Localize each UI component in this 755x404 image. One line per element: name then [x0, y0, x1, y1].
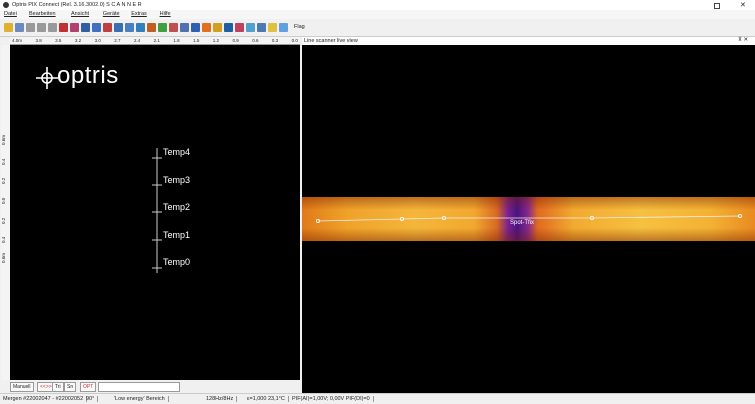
ruler-label: 1.8 — [173, 37, 179, 44]
toolbar-button[interactable] — [279, 23, 288, 32]
ruler-label: 4.0m — [12, 37, 22, 44]
panel-pin[interactable]: ⊼ ✕ — [738, 37, 748, 43]
logo-mark — [36, 67, 58, 89]
marker-layout — [10, 45, 300, 380]
toolbar-button[interactable] — [81, 23, 90, 32]
status-field: PIF(AI)=1,00V; 0,00V PIF(DI)=0 — [292, 396, 374, 402]
ruler-label: 0.9 — [232, 37, 238, 44]
ruler-label: 2.1 — [154, 37, 160, 44]
layout-view: optris Temp4 Temp3 Temp2 Temp1 Temp0 — [10, 45, 300, 380]
toolbar-button[interactable] — [136, 23, 145, 32]
toolbar-button[interactable] — [213, 23, 222, 32]
marker-label[interactable]: Temp2 — [163, 202, 190, 212]
close-button[interactable]: ✕ — [740, 1, 746, 9]
ruler-label: 0.0 — [292, 37, 298, 44]
ruler-label: 0.2 — [1, 178, 6, 184]
toolbar: Flag — [0, 19, 755, 37]
toolbar-button[interactable] — [191, 23, 200, 32]
toolbar-button[interactable] — [48, 23, 57, 32]
status-field: 128Hz/8Hz — [206, 396, 237, 402]
toolbar-button[interactable] — [92, 23, 101, 32]
toolbar-button[interactable] — [224, 23, 233, 32]
marker-label[interactable]: Temp4 — [163, 147, 190, 157]
panel-title: Line scanner live view — [304, 38, 358, 44]
thermal-line-image: Spot-Tfix — [302, 197, 755, 241]
mode-input[interactable] — [98, 382, 180, 392]
toolbar-button[interactable] — [257, 23, 266, 32]
title-bar: Optris PIX Connect (Rel. 3.16.3002.0) S … — [0, 0, 755, 10]
toolbar-button[interactable] — [37, 23, 46, 32]
menu-item[interactable]: Datei — [4, 11, 17, 17]
toolbar-button[interactable] — [70, 23, 79, 32]
ruler-label: 0.2 — [1, 217, 6, 223]
spot-label: Spot-Tfix — [510, 220, 534, 226]
ruler-label: 2.4 — [134, 37, 140, 44]
status-field: Mergen #22002047 - #22002052 — [3, 396, 87, 402]
marker-label[interactable]: Temp0 — [163, 257, 190, 267]
menu-item[interactable]: Bearbeiten — [29, 11, 56, 17]
mode-tab[interactable]: Manuell — [10, 382, 34, 392]
toolbar-button[interactable] — [180, 23, 189, 32]
app-icon — [3, 2, 9, 8]
toolbar-button[interactable] — [125, 23, 134, 32]
ruler-label: 0.6m — [1, 253, 6, 263]
restore-button[interactable] — [714, 3, 720, 9]
toolbar-button[interactable] — [169, 23, 178, 32]
marker-label[interactable]: Temp1 — [163, 230, 190, 240]
ruler-label: 0.6 — [252, 37, 258, 44]
status-field: ε=1,000 23,1°C — [247, 396, 289, 402]
window-title: Optris PIX Connect (Rel. 3.16.3002.0) S … — [12, 2, 142, 8]
toolbar-button[interactable] — [235, 23, 244, 32]
toolbar-button[interactable] — [15, 23, 24, 32]
toolbar-button[interactable] — [158, 23, 167, 32]
toolbar-button[interactable] — [246, 23, 255, 32]
mode-tab[interactable]: Sn — [64, 382, 76, 392]
status-field: 'Low energy' Bereich — [114, 396, 169, 402]
toolbar-button[interactable] — [26, 23, 35, 32]
ruler-label: 3.5 — [55, 37, 61, 44]
menu-item[interactable]: Hilfe — [160, 11, 171, 17]
ruler-label: 3.8 — [35, 37, 41, 44]
menu-bar: Datei Bearbeiten Ansicht Geräte Extras Hilfe — [0, 10, 755, 19]
status-field: 90° — [86, 396, 98, 402]
mode-tab[interactable]: OPT — [80, 382, 96, 392]
menu-item[interactable]: Extras — [131, 11, 147, 17]
panel-header: Line scanner live view ⊼ ✕ — [302, 37, 755, 45]
ruler-label: 0.3 — [272, 37, 278, 44]
ruler-label: 0.4 — [1, 237, 6, 243]
ruler-label: 3.2 — [75, 37, 81, 44]
logo-text: optris — [57, 62, 119, 90]
flag-button[interactable]: Flag — [294, 24, 305, 30]
ruler-label: 1.5 — [193, 37, 199, 44]
toolbar-button[interactable] — [103, 23, 112, 32]
toolbar-button[interactable] — [59, 23, 68, 32]
ruler-label: 1.2 — [213, 37, 219, 44]
profile-line — [302, 197, 755, 241]
toolbar-button[interactable] — [4, 23, 13, 32]
menu-item[interactable]: Ansicht — [71, 11, 89, 17]
top-ruler: 4.0m 3.8 3.5 3.2 3.0 2.7 2.4 2.1 1.8 1.5 1.2 0.9 0.6… — [10, 37, 300, 45]
toolbar-button[interactable] — [202, 23, 211, 32]
menu-item[interactable]: Geräte — [103, 11, 120, 17]
mode-tab[interactable]: Tri — [52, 382, 64, 392]
ruler-label: 0.4 — [1, 158, 6, 164]
toolbar-button[interactable] — [114, 23, 123, 32]
ruler-label: 0.0 — [1, 198, 6, 204]
marker-label[interactable]: Temp3 — [163, 175, 190, 185]
ruler-label: 3.0 — [95, 37, 101, 44]
ruler-label: 2.7 — [114, 37, 120, 44]
toolbar-button[interactable] — [147, 23, 156, 32]
ruler-label: 0.6m — [1, 135, 6, 145]
app-window: Optris PIX Connect (Rel. 3.16.3002.0) S … — [0, 0, 755, 404]
toolbar-button[interactable] — [268, 23, 277, 32]
